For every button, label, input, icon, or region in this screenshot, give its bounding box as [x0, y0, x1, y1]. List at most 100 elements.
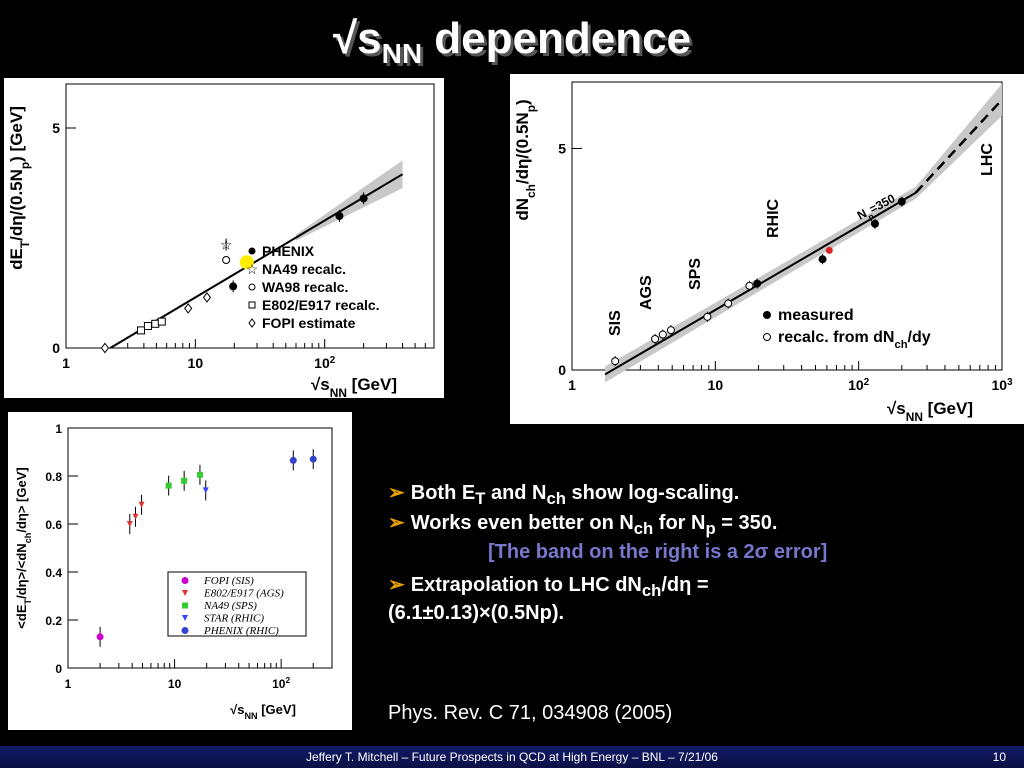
x-tick-label: 1	[568, 377, 576, 393]
x-tick-label: 102	[314, 355, 336, 372]
x-tick-label: 1	[62, 355, 70, 371]
data-point	[753, 279, 762, 288]
slide-title: √sNN dependence	[332, 14, 692, 69]
data-point	[335, 212, 344, 220]
bullet-2: ➢ Works even better on Nch for Np = 350.	[388, 512, 778, 538]
legend-entry: STAR (RHIC)	[204, 613, 264, 625]
data-point	[165, 482, 172, 489]
y-tick-label: 0.4	[45, 566, 62, 580]
data-point	[611, 357, 620, 366]
data-point	[763, 311, 771, 319]
bullet-1: ➢ Both ET and Nch show log-scaling.	[388, 482, 740, 508]
y-tick-label: 0	[55, 662, 62, 676]
data-point: ☆	[246, 261, 259, 277]
data-point	[763, 333, 771, 341]
y-axis-label: dET/dη/(0.5Np) [GeV]	[7, 106, 32, 270]
y-axis-label: <dET/dη>/<dNch/dη> [GeV]	[14, 467, 33, 628]
footer-text: Jeffery T. Mitchell – Future Prospects i…	[306, 750, 718, 764]
y-tick-label: 1	[55, 422, 62, 436]
x-tick-label: 1	[65, 677, 72, 691]
data-point	[132, 513, 139, 520]
data-point	[182, 590, 188, 596]
era-label: AGS	[638, 275, 655, 310]
data-point	[745, 281, 754, 290]
data-point-red	[825, 246, 833, 254]
x-tick-label: 10	[188, 355, 204, 371]
era-label: SIS	[607, 310, 624, 336]
data-point	[248, 283, 256, 291]
data-point	[196, 471, 203, 478]
data-point	[359, 194, 368, 203]
x-axis-label: √sNN [GeV]	[230, 702, 296, 721]
highlight-point	[239, 255, 254, 270]
x-axis-label: √sNN [GeV]	[311, 375, 397, 398]
data-point	[182, 602, 188, 609]
legend-entry: NA49 (SPS)	[203, 600, 257, 612]
data-point	[666, 326, 675, 335]
bullet-3-value: (6.1±0.13)×(0.5Np).	[388, 602, 565, 624]
page-number: 10	[992, 750, 1006, 764]
legend-entry: measured	[778, 307, 854, 324]
legend-entry: PHENIX	[262, 243, 315, 259]
legend-entry: FOPI estimate	[262, 315, 356, 331]
data-point	[181, 627, 189, 634]
x-tick-label: 10	[168, 677, 182, 691]
data-point	[229, 282, 238, 291]
data-point	[96, 633, 104, 641]
error-band	[295, 160, 403, 241]
y-tick-label: 0.8	[45, 470, 62, 484]
data-point	[309, 455, 317, 463]
data-point	[181, 577, 189, 584]
legend-entry: WA98 recalc.	[262, 279, 348, 295]
error-band	[605, 83, 1002, 383]
data-point	[703, 312, 712, 321]
y-axis-label: dNch/dη/(0.5Np)	[513, 99, 538, 220]
chart-ratio: 1 10 102 0 0.2 0.4 0.6 0.8 1 √sNN [GeV] <dET/dη>/<…	[8, 412, 352, 730]
data-point	[138, 501, 145, 508]
plot-frame	[571, 81, 1003, 371]
data-point	[100, 342, 110, 354]
era-label: SPS	[687, 258, 704, 290]
legend-box	[167, 571, 307, 637]
legend-entry: FOPI (SIS)	[203, 575, 254, 587]
legend-entry: E802/E917 recalc.	[262, 297, 380, 313]
data-point	[870, 219, 879, 228]
data-point	[143, 322, 152, 330]
legend-entry: recalc. from dNch/dy	[778, 329, 931, 351]
data-point	[182, 615, 188, 621]
x-tick-label: 103	[991, 377, 1013, 394]
data-point	[897, 197, 906, 206]
x-axis-label: √sNN [GeV]	[887, 399, 973, 424]
data-point	[151, 319, 160, 328]
chart-nch: 1 10 102 103 0 5 √sNN [GeV] dNch/dη/(0.5Np) SIS A…	[510, 74, 1024, 424]
y-tick-label: 5	[52, 120, 60, 136]
data-point	[136, 326, 145, 335]
data-point	[248, 247, 256, 255]
data-point	[248, 301, 256, 309]
data-point: ☆	[220, 237, 233, 253]
era-label: RHIC	[765, 198, 782, 238]
legend-entry: NA49 recalc.	[262, 261, 346, 277]
data-point	[222, 256, 231, 264]
plot-frame	[67, 427, 333, 669]
data-point	[724, 299, 733, 308]
y-tick-label: 0	[52, 340, 60, 356]
data-point	[157, 317, 166, 326]
x-tick-label: 102	[848, 377, 870, 394]
legend-entry: E802/E917 (AGS)	[203, 588, 284, 600]
data-point	[181, 477, 188, 484]
bullet-3: ➢ Extrapolation to LHC dNch/dη =	[388, 574, 709, 600]
y-tick-label: 5	[558, 140, 566, 156]
data-point	[202, 487, 209, 494]
data-point	[818, 255, 827, 264]
data-point	[289, 456, 297, 464]
x-tick-label: 10	[708, 377, 724, 393]
plot-frame	[65, 83, 435, 349]
data-point	[651, 334, 660, 343]
fit-line-extrapolated	[914, 98, 1003, 194]
legend-entry: PHENIX (RHIC)	[203, 625, 279, 637]
era-label: LHC	[979, 143, 996, 176]
x-tick-label: 102	[272, 675, 290, 691]
y-tick-label: 0.6	[45, 518, 62, 532]
